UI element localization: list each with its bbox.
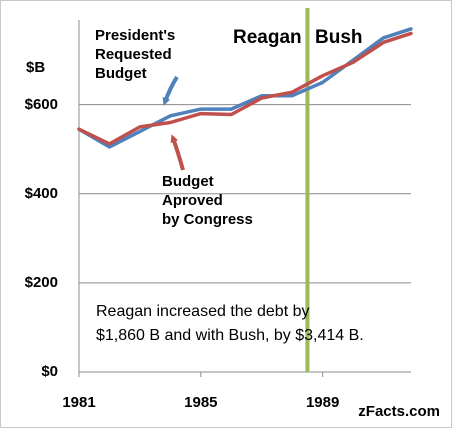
y-tick-label: $0 (41, 363, 58, 380)
annotation-line: Budget (162, 173, 214, 190)
annotation-line: President's (95, 27, 176, 44)
x-tick-label: 1985 (184, 394, 218, 411)
source-credit: zFacts.com (358, 403, 440, 420)
y-axis-label: $B (26, 59, 46, 76)
y-tick-label: $200 (24, 273, 58, 291)
y-tick-label: $400 (24, 184, 58, 202)
annotation-approved-budget: Budget Aproved by Congress (162, 172, 253, 229)
annotation-requested-budget: President's Requested Budget (95, 26, 175, 83)
x-tick-label: 1989 (305, 394, 340, 411)
era-label-bush: Bush (315, 27, 363, 48)
x-tick-label: 1981 (62, 394, 96, 411)
debt-note-line: Reagan increased the debt by (96, 303, 310, 320)
annotation-arrows (162, 75, 185, 171)
y-tick-label: $600 (24, 95, 58, 113)
annotation-line: by Congress (162, 211, 253, 228)
debt-note: Reagan increased the debt by $1,860 B an… (96, 300, 364, 348)
annotation-line: Requested (95, 46, 172, 63)
era-label-reagan: Reagan (233, 27, 302, 48)
series-layer (77, 27, 413, 149)
series-line-requested (77, 27, 413, 149)
arrow-requested (162, 75, 179, 106)
annotation-line: Budget (95, 65, 147, 82)
annotation-line: Aproved (162, 192, 223, 209)
series-line-approved (77, 31, 413, 146)
arrow-approved (170, 134, 185, 171)
gridlines (78, 20, 411, 377)
debt-note-line: $1,860 B and with Bush, by $3,414 B. (96, 327, 364, 344)
